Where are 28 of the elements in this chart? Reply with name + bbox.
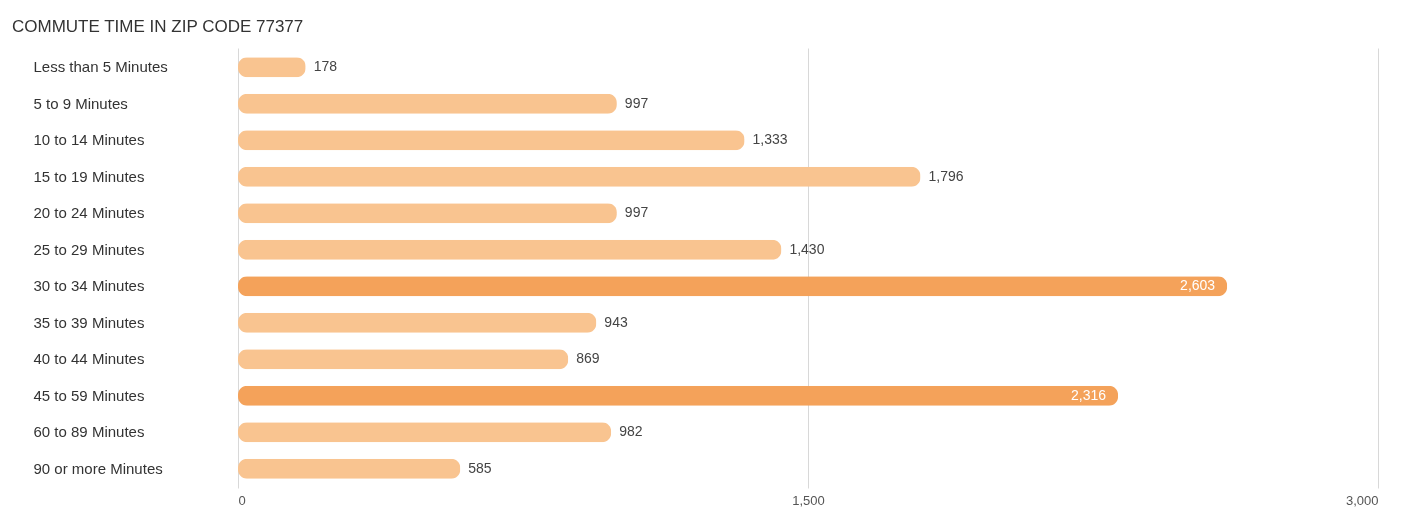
data-label: 1,333 <box>752 131 788 148</box>
data-label: 585 <box>468 459 492 476</box>
y-tick-label: 25 to 29 Minutes <box>33 240 145 258</box>
data-label: 2,603 <box>1180 277 1216 294</box>
y-tick-label: 35 to 39 Minutes <box>33 313 145 331</box>
data-label: 997 <box>624 204 649 221</box>
data-label: 997 <box>624 94 649 111</box>
x-tick-label: 3,000 <box>1345 492 1379 508</box>
y-tick-label: Less than 5 Minutes <box>33 58 168 76</box>
data-label: 1,796 <box>928 167 964 184</box>
y-tick-label: 45 to 59 Minutes <box>33 386 145 404</box>
y-tick-label: 90 or more Minutes <box>33 459 163 477</box>
data-label: 178 <box>313 58 338 75</box>
chart-title: COMMUTE TIME IN ZIP CODE 77377 <box>12 17 304 36</box>
data-label: 2,316 <box>1071 386 1107 403</box>
data-label: 1,430 <box>789 240 825 257</box>
y-tick-label: 60 to 89 Minutes <box>33 423 145 441</box>
y-tick-label: 10 to 14 Minutes <box>33 131 145 149</box>
data-label: 869 <box>576 350 600 367</box>
y-tick-label: 20 to 24 Minutes <box>33 204 145 222</box>
x-tick-label: 1,500 <box>792 492 825 508</box>
data-label: 943 <box>604 313 628 330</box>
x-tick-label: 0 <box>238 492 246 508</box>
y-tick-label: 15 to 19 Minutes <box>33 167 145 185</box>
y-tick-label: 5 to 9 Minutes <box>33 94 128 112</box>
y-tick-label: 40 to 44 Minutes <box>33 350 145 368</box>
y-tick-label: 30 to 34 Minutes <box>33 277 145 295</box>
data-label: 982 <box>619 423 643 440</box>
